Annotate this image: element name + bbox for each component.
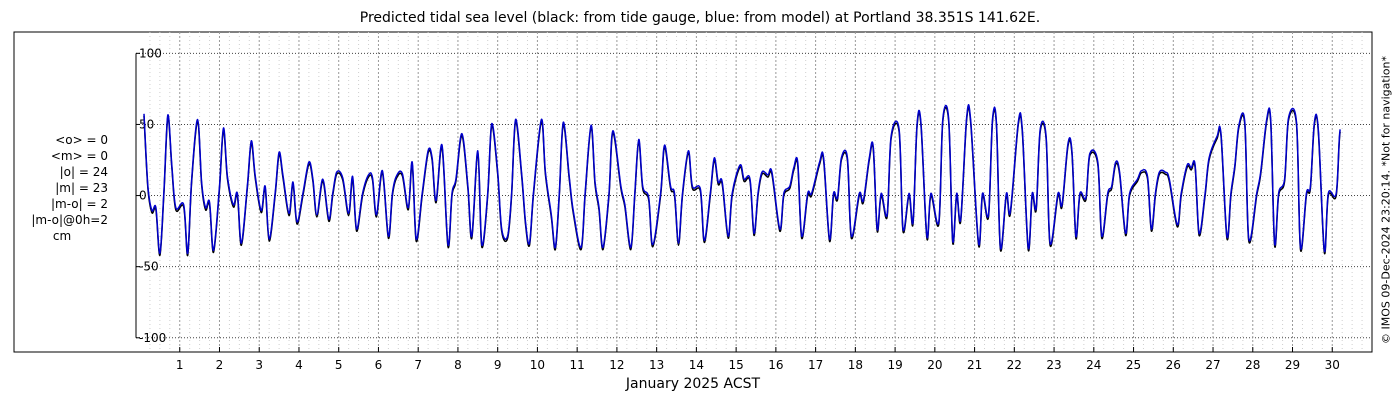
x-tick-label: 12 (609, 358, 624, 372)
plot-frame (13, 31, 1373, 353)
x-tick-label: 10 (530, 358, 545, 372)
x-tick-label: 26 (1166, 358, 1181, 372)
y-tick-label: -100 (139, 331, 166, 345)
x-tick-label: 27 (1205, 358, 1220, 372)
x-tick-label: 3 (255, 358, 263, 372)
x-tick-label: 5 (335, 358, 343, 372)
y-tick-label: -50 (139, 260, 159, 274)
x-tick-label: 16 (768, 358, 783, 372)
x-axis-label: January 2025 ACST (625, 376, 761, 392)
x-tick-label: 29 (1285, 358, 1300, 372)
stats-panel: <o> = 0 <m> = 0 |o| = 24 |m| = 23 |m-o| … (0, 132, 108, 244)
x-tick-label: 15 (728, 358, 743, 372)
x-tick-label: 25 (1126, 358, 1141, 372)
x-tick-label: 17 (808, 358, 823, 372)
y-axis: 100 50 0 -50 -100 (135, 46, 166, 345)
x-tick-label: 2 (216, 358, 224, 372)
series-group (143, 103, 1341, 257)
x-tick-label: 7 (414, 358, 422, 372)
series-model-line (143, 103, 1341, 254)
x-tick-label: 11 (570, 358, 585, 372)
y-tick-label: 50 (139, 117, 154, 131)
x-tick-label: 8 (454, 358, 462, 372)
stat-abs-diff: |m-o| = 2 (51, 197, 108, 211)
x-tick-label: 22 (1007, 358, 1022, 372)
stat-mean-model: <m> = 0 (50, 149, 108, 163)
x-tick-label: 30 (1325, 358, 1340, 372)
y-tick-label: 0 (139, 189, 147, 203)
x-tick-label: 9 (494, 358, 502, 372)
x-tick-label: 1 (176, 358, 184, 372)
x-axis: 1 2 3 4 5 6 7 8 9 10 11 12 13 14 15 16 17 18 19 20 21 22 23 24 2… (176, 347, 1340, 372)
x-tick-label: 20 (927, 358, 942, 372)
x-tick-label: 28 (1245, 358, 1260, 372)
y-tick-label: 100 (139, 46, 162, 60)
x-tick-label: 21 (967, 358, 982, 372)
stat-unit: cm (52, 229, 72, 243)
grid (136, 32, 1372, 352)
stat-mean-obs: <o> = 0 (55, 133, 108, 147)
x-tick-label: 6 (375, 358, 383, 372)
x-tick-label: 23 (1046, 358, 1061, 372)
stat-abs-diff-0h: |m-o|@0h=2 (31, 213, 108, 227)
stat-abs-model: |m| = 23 (55, 181, 108, 195)
x-tick-label: 13 (649, 358, 664, 372)
x-tick-label: 24 (1086, 358, 1101, 372)
x-tick-label: 4 (295, 358, 303, 372)
x-tick-label: 18 (848, 358, 863, 372)
stat-abs-obs: |o| = 24 (59, 165, 108, 179)
x-tick-label: 19 (887, 358, 902, 372)
x-tick-label: 14 (689, 358, 704, 372)
credit-text: © IMOS 09-Dec-2024 23:20:14. *Not for na… (1379, 56, 1393, 344)
chart-title: Predicted tidal sea level (black: from t… (359, 10, 1041, 26)
